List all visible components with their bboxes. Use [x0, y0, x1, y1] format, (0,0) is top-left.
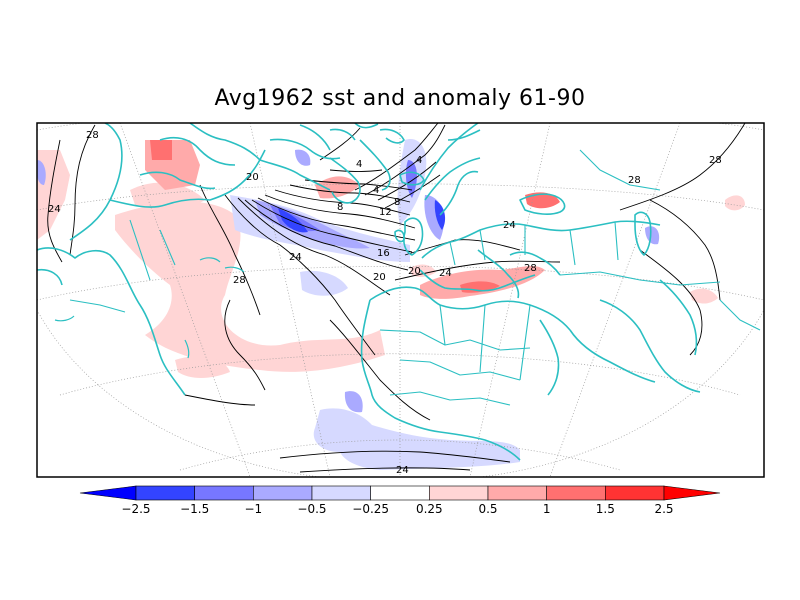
anomaly-positive-east2: [690, 288, 718, 304]
contour-label: 28: [628, 175, 641, 186]
anomaly-negative-strong-gulf: [278, 208, 308, 233]
contour-labels: 28 24 28 20 24 4 8 12 16 20 8 4 4 20 24 …: [48, 130, 722, 476]
anomaly-negative-midatl: [300, 270, 348, 296]
anomaly-positive-ne: [130, 182, 205, 209]
colorbar-tick-label: 0.25: [416, 502, 443, 516]
colorbar-box: [311, 485, 371, 501]
anomaly-positive-south: [175, 356, 230, 378]
anomaly-shading: [37, 139, 745, 470]
contour-label: 20: [408, 266, 421, 277]
colorbar-tick-label: −0.25: [352, 502, 389, 516]
colorbar-box: [429, 485, 489, 501]
anomaly-negative-hudson: [295, 149, 311, 166]
colorbar-arrow-high: [663, 485, 721, 501]
colorbar-box: [605, 485, 665, 501]
coastlines: [37, 123, 761, 461]
colorbar: −2.5 −1.5 −1 −0.5 −0.25 0.25 0.5 1 1.5 2.5: [79, 485, 721, 516]
anomaly-negative-guinea2: [344, 391, 363, 413]
colorbar-box: [194, 485, 254, 501]
contour-label: 24: [439, 268, 452, 279]
contour-label: 8: [337, 202, 343, 213]
contour-label: 8: [394, 197, 400, 208]
colorbar-tick-label: 1.5: [596, 502, 615, 516]
anomaly-negative-guinea: [313, 408, 520, 470]
contour-label: 12: [379, 207, 392, 218]
contour-label: 4: [416, 155, 422, 166]
colorbar-tick-label: 1: [543, 502, 551, 516]
anomaly-negative-baltic2: [434, 200, 446, 230]
contour-label: 28: [233, 275, 246, 286]
colorbar-arrow-low: [79, 485, 137, 501]
contour-label: 16: [377, 248, 390, 259]
anomaly-negative-west: [37, 160, 46, 185]
contour-label: 4: [356, 159, 362, 170]
colorbar-box: [546, 485, 606, 501]
colorbar-tick-label: 2.5: [654, 502, 673, 516]
colorbar-tick-label: −2.5: [121, 502, 150, 516]
contour-label: 24: [503, 220, 516, 231]
anomaly-positive-band: [115, 201, 385, 372]
colorbar-tick-label: 0.5: [478, 502, 497, 516]
colorbar-box: [487, 485, 547, 501]
anomaly-positive-sahara: [410, 264, 436, 277]
anomaly-negative-caspian: [645, 226, 660, 245]
colorbar-tick-label: −0.5: [297, 502, 326, 516]
anomaly-positive-east: [725, 195, 745, 211]
contour-label: 4: [373, 185, 379, 196]
contour-label: 24: [396, 465, 409, 476]
contour-label: 24: [48, 204, 61, 215]
contour-label: 28: [709, 155, 722, 166]
anomaly-negative-norway2: [405, 160, 417, 198]
contour-label: 28: [524, 263, 537, 274]
contour-label: 28: [86, 130, 99, 141]
sst-contours: [47, 123, 746, 473]
contour-label: 24: [289, 252, 302, 263]
colorbar-tick-label: −1.5: [180, 502, 209, 516]
colorbar-box: [370, 485, 430, 501]
colorbar-box: [253, 485, 313, 501]
colorbar-tick-label: −1: [244, 502, 262, 516]
contour-label: 20: [373, 272, 386, 283]
colorbar-box: [135, 485, 195, 501]
projection-edge: [37, 309, 764, 477]
anomaly-positive-strong: [150, 140, 172, 160]
map-frame: [36, 122, 765, 478]
contour-label: 20: [246, 172, 259, 183]
map-title: Avg1962 sst and anomaly 61-90: [214, 86, 586, 111]
graticule: [37, 123, 764, 477]
